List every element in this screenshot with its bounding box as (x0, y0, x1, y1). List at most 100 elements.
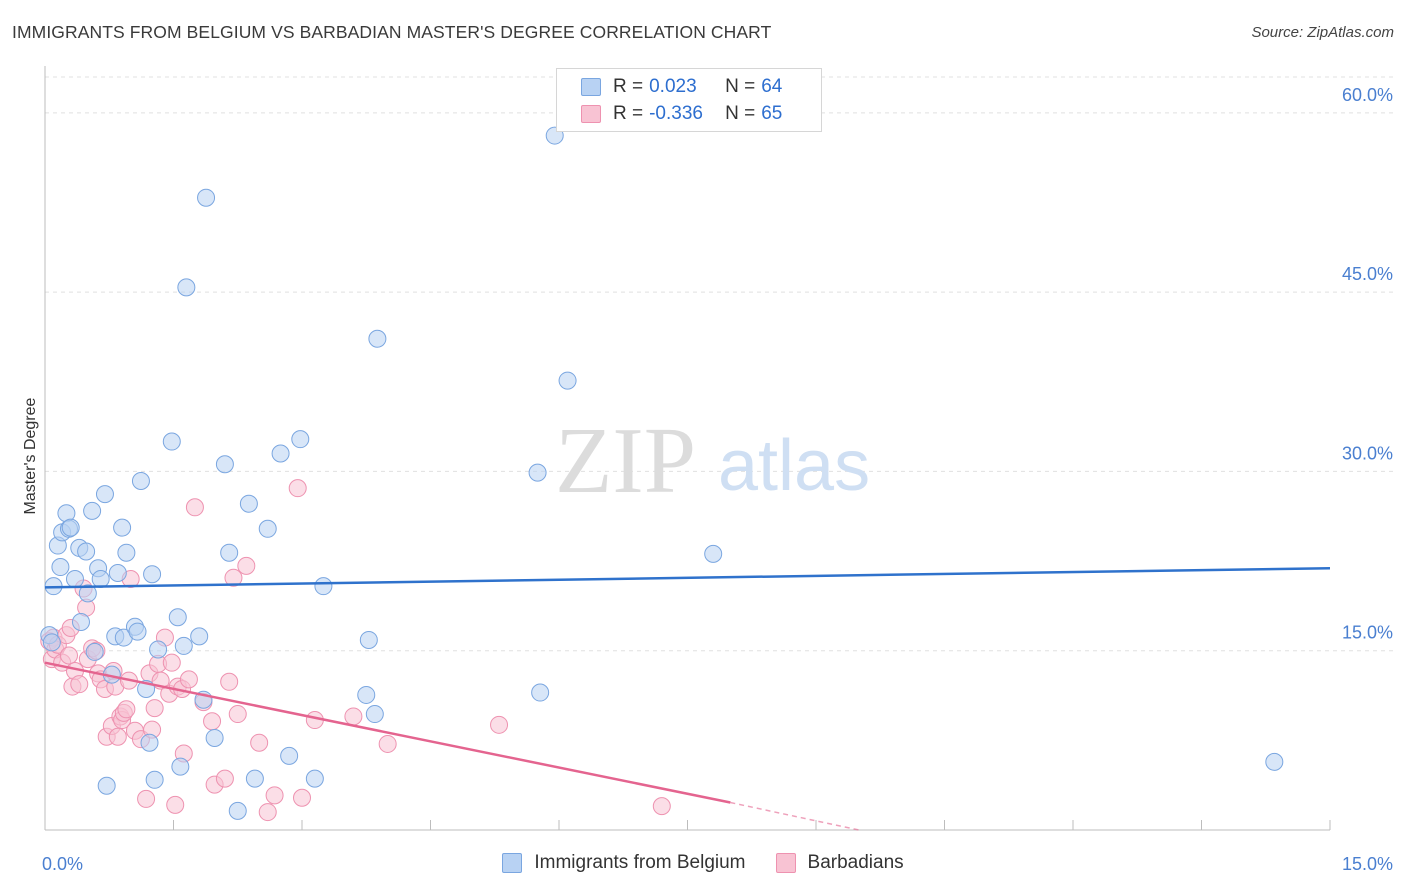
point-belgium (168, 608, 187, 627)
point-belgium (128, 622, 147, 641)
point-barbadians (293, 788, 311, 807)
point-barbadians (288, 479, 307, 498)
y-tick-label: 15.0% (1342, 623, 1393, 643)
x-tick-label: 0.0% (42, 854, 83, 874)
swatch-blue (581, 78, 601, 96)
point-belgium (83, 501, 102, 520)
point-belgium (305, 769, 324, 788)
legend-label: Immigrants from Belgium (534, 852, 746, 873)
r-label: R = (613, 103, 644, 124)
point-belgium (78, 584, 97, 603)
point-belgium (531, 683, 550, 702)
y-tick-label: 30.0% (1342, 443, 1393, 463)
point-belgium (140, 733, 159, 752)
trend-line-pink (44, 661, 731, 804)
point-belgium (117, 543, 136, 562)
y-tick-label: 60.0% (1342, 85, 1393, 105)
point-barbadians (258, 803, 277, 822)
point-belgium (197, 188, 216, 207)
point-barbadians (145, 699, 164, 718)
trend-line-blue (44, 566, 1331, 589)
y-axis-label: Master's Degree (22, 397, 39, 514)
point-belgium (71, 613, 90, 632)
legend-label: Barbadians (807, 852, 904, 873)
point-barbadians (228, 705, 247, 724)
point-barbadians (108, 727, 127, 746)
watermark-zip: ZIP (555, 409, 696, 513)
point-belgium (357, 685, 376, 704)
point-belgium (42, 633, 61, 652)
point-belgium (558, 371, 577, 390)
point-barbadians (378, 734, 397, 753)
legend-item-barbadians[interactable]: Barbadians (775, 852, 904, 874)
point-belgium (368, 329, 387, 348)
point-barbadians (652, 797, 671, 816)
watermark-atlas: atlas (718, 426, 870, 506)
point-belgium (77, 542, 96, 561)
point-belgium (190, 627, 209, 646)
r-value: -0.336 (649, 103, 703, 124)
point-belgium (97, 776, 116, 795)
point-barbadians (166, 795, 185, 814)
y-tick-label: 45.0% (1342, 264, 1393, 284)
point-belgium (143, 565, 162, 584)
points-barbadians (40, 479, 671, 822)
point-belgium (205, 728, 224, 747)
point-belgium (365, 705, 384, 724)
point-barbadians (220, 672, 239, 691)
point-belgium (228, 801, 247, 820)
point-belgium (131, 471, 150, 490)
trend-extension-pink (730, 801, 859, 831)
point-belgium (704, 544, 723, 563)
axes (44, 66, 1331, 831)
trend-lines (44, 566, 1331, 831)
point-belgium (271, 444, 290, 463)
point-barbadians (224, 568, 243, 587)
point-barbadians (203, 712, 222, 731)
point-belgium (162, 432, 181, 451)
tick-labels: 15.0% 30.0% 45.0% 60.0% 0.0% 15.0% (42, 85, 1393, 874)
stats-legend: R = 0.023 N = 64 R = -0.336 N = 65 (556, 68, 822, 132)
legend-swatch-blue (502, 853, 523, 873)
point-belgium (61, 518, 80, 537)
point-belgium (239, 494, 258, 513)
point-belgium (314, 577, 333, 596)
point-belgium (1265, 752, 1284, 771)
stats-row-belgium: R = 0.023 N = 64 (581, 74, 782, 100)
point-belgium (149, 640, 168, 659)
swatch-pink (581, 105, 601, 123)
source-credit: Source: ZipAtlas.com (1251, 24, 1394, 41)
point-barbadians (70, 675, 89, 694)
point-belgium (51, 558, 70, 577)
point-barbadians (137, 789, 156, 808)
n-value: 65 (761, 103, 783, 124)
point-belgium (220, 543, 239, 562)
r-label: R = (613, 76, 644, 97)
point-barbadians (344, 707, 363, 726)
series-legend: Immigrants from Belgium Barbadians (0, 852, 1406, 874)
point-belgium (177, 278, 196, 297)
legend-item-belgium[interactable]: Immigrants from Belgium (502, 852, 746, 874)
point-belgium (174, 636, 193, 655)
point-barbadians (162, 653, 181, 672)
chart-title: IMMIGRANTS FROM BELGIUM VS BARBADIAN MAS… (12, 22, 772, 42)
point-barbadians (250, 733, 269, 752)
stats-row-barbadians: R = -0.336 N = 65 (581, 101, 782, 127)
point-belgium (258, 519, 277, 538)
point-belgium (65, 570, 84, 588)
point-barbadians (117, 700, 136, 719)
point-barbadians (185, 498, 204, 517)
n-value: 64 (761, 76, 783, 97)
r-value: 0.023 (649, 76, 697, 97)
point-belgium (91, 570, 110, 588)
point-belgium (280, 746, 299, 765)
point-barbadians (215, 769, 234, 788)
n-label: N = (725, 103, 756, 124)
point-barbadians (490, 715, 509, 734)
point-belgium (113, 518, 132, 537)
point-belgium (95, 485, 114, 504)
point-barbadians (237, 556, 256, 575)
point-belgium (291, 430, 310, 449)
point-belgium (85, 642, 104, 661)
